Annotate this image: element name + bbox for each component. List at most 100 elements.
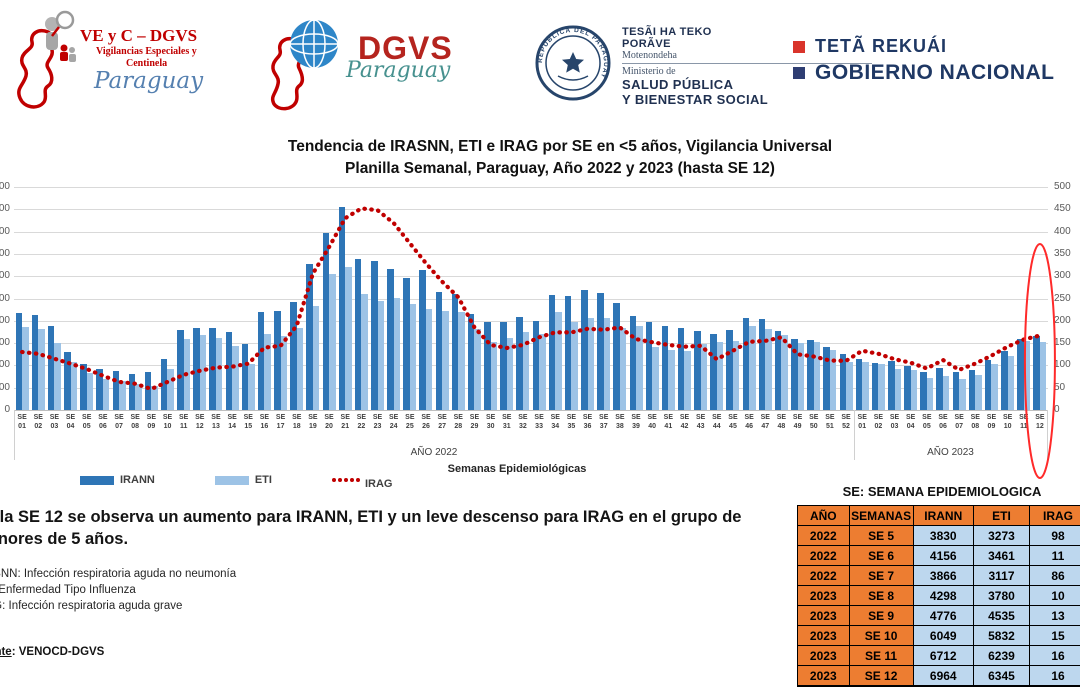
bar-group-se-41 (660, 187, 676, 410)
definition-irag: IRAG: Infección respiratoria aguda grave (0, 598, 789, 614)
eti-bar (184, 339, 191, 410)
eti-bar (232, 346, 239, 410)
eti-bar (781, 335, 788, 410)
trend-chart: 1000090008000700060005000400030002000100… (0, 183, 1080, 483)
eti-bar (151, 386, 158, 410)
ministry-line-bienestar: Y BIENESTAR SOCIAL (622, 92, 892, 107)
bar-group-se-33 (531, 187, 547, 410)
table-cell: 86 (1030, 566, 1080, 586)
table-cell: 2022 (798, 526, 850, 546)
left-axis-tick: 1000 (0, 383, 10, 393)
bar-group-se-50 (806, 187, 822, 410)
right-axis-tick: 400 (1054, 227, 1080, 237)
bar-group-se-44 (709, 187, 725, 410)
table-cell: 98 (1030, 526, 1080, 546)
eti-bar (281, 336, 288, 410)
bar-group-se-49 (790, 187, 806, 410)
eti-bar (71, 362, 78, 410)
chart-title: Tendencia de IRASNN, ETI e IRAG por SE e… (60, 136, 1060, 180)
eti-bar (620, 328, 627, 411)
bar-group-se-04 (903, 187, 919, 410)
table-cell: 3830 (913, 526, 973, 546)
eti-bar (410, 304, 417, 410)
table-cell: SE 9 (849, 606, 913, 626)
bar-group-se-03 (46, 187, 62, 410)
eti-bar (38, 329, 45, 410)
eti-bar (297, 328, 304, 410)
gov-red-square-icon (793, 41, 805, 53)
eti-bar (87, 373, 94, 410)
table-header-año: AÑO (798, 506, 850, 526)
eti-bar (749, 326, 756, 410)
vec-logo-title: VE y C – DGVS (80, 26, 197, 46)
year-separator-right (1047, 410, 1048, 460)
left-axis-tick: 0 (0, 405, 10, 415)
bar-group-se-07 (951, 187, 967, 410)
source-line: Fuente: VENOCD-DGVS (0, 646, 789, 658)
eti-bar (571, 322, 578, 410)
eti-bar (248, 364, 255, 410)
chart-title-line-1: Tendencia de IRASNN, ETI e IRAG por SE e… (60, 136, 1060, 158)
bar-group-se-28 (450, 187, 466, 410)
bar-group-se-30 (483, 187, 499, 410)
bar-group-se-42 (676, 187, 692, 410)
eti-bar (765, 329, 772, 410)
year-label-2023: AÑO 2023 (854, 447, 1047, 458)
eti-bar (895, 369, 902, 410)
irag-dot-icon (332, 478, 336, 482)
eti-bar (458, 312, 465, 410)
chart-legend: IRANN ETI IRAG (80, 474, 371, 486)
left-axis-tick: 5000 (0, 294, 10, 304)
bar-group-se-01 (14, 187, 30, 410)
eti-bar (588, 318, 595, 410)
eti-bar (135, 384, 142, 410)
right-axis-tick: 350 (1054, 249, 1080, 259)
table-cell: 6345 (973, 666, 1029, 687)
dgvs-map-globe-icon (266, 14, 356, 112)
table-cell: 2023 (798, 626, 850, 646)
bar-group-se-34 (547, 187, 563, 410)
table-cell: 3461 (973, 546, 1029, 566)
definition-irasnn: IRASNN: Infección respiratoria aguda no … (0, 566, 789, 582)
eti-bar (991, 364, 998, 410)
table-header-eti: ETI (973, 506, 1029, 526)
table-cell: 2022 (798, 546, 850, 566)
table-cell: 2023 (798, 606, 850, 626)
bar-group-se-43 (693, 187, 709, 410)
eti-bar (361, 294, 368, 410)
legend-label-eti: ETI (255, 474, 272, 486)
bar-group-se-06 (95, 187, 111, 410)
